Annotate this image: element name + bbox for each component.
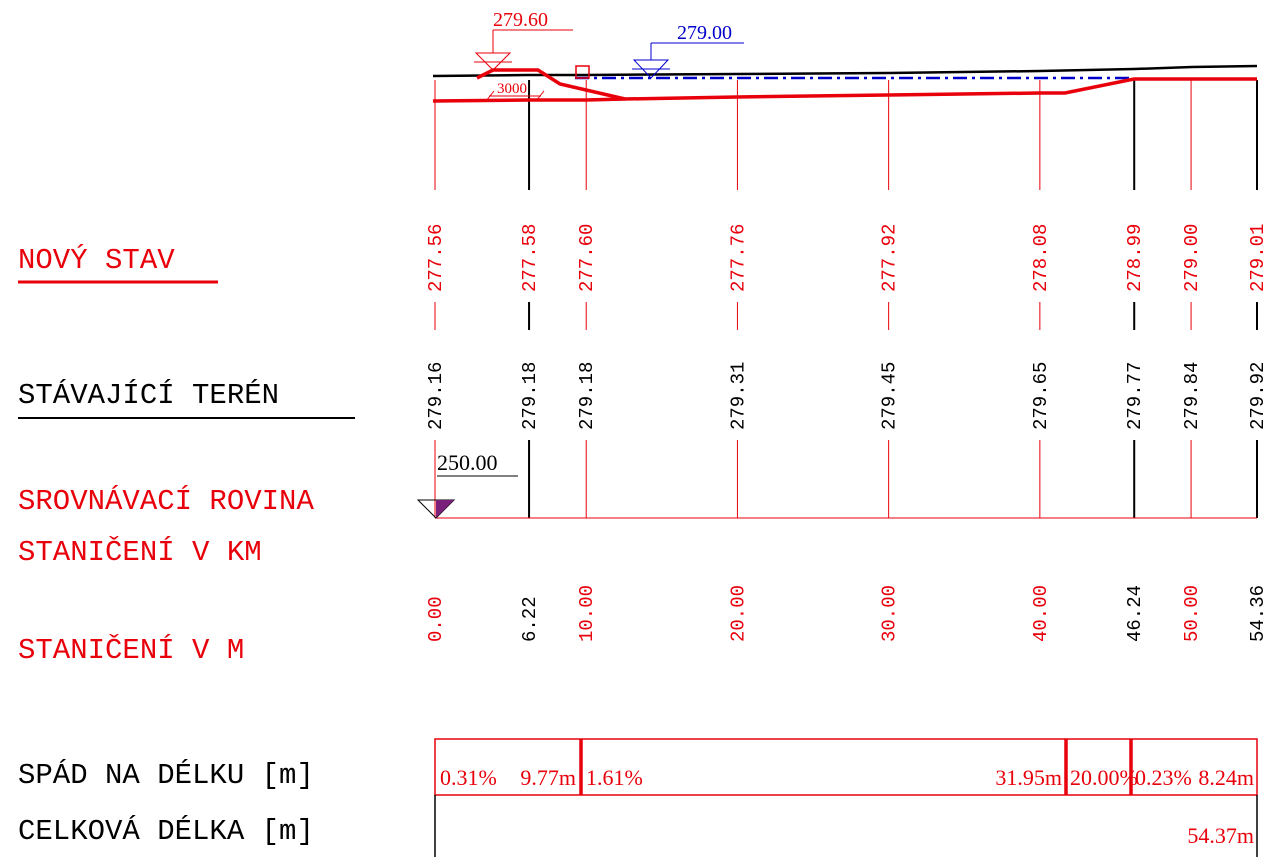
slope-4-length: 8.24m xyxy=(1198,765,1254,790)
station-4-existing-elevation: 279.45 xyxy=(879,362,901,430)
station-5-existing-elevation: 279.65 xyxy=(1030,362,1052,430)
existing-terrain-line xyxy=(432,64,1258,78)
slope-3-value: 20.00% xyxy=(1070,765,1138,790)
station-6-existing-elevation: 279.77 xyxy=(1124,362,1146,430)
dimension-tick-right xyxy=(535,90,545,102)
datum-fill-icon xyxy=(436,500,454,518)
label-total-length: CELKOVÁ DÉLKA [m] xyxy=(18,814,314,848)
station-7-station-m: 50.00 xyxy=(1181,585,1203,642)
station-5-station-m: 40.00 xyxy=(1030,585,1052,642)
water-level-value: 279.00 xyxy=(677,22,732,44)
stations-layer: 277.56 279.16 0.00 277.58 279.18 6.22 277.60 27… xyxy=(425,80,1269,642)
slope-2-length: 31.95m xyxy=(995,765,1062,790)
structure-rect xyxy=(575,65,590,79)
station-4-new-elevation: 277.92 xyxy=(879,224,901,292)
station-4-station-m: 30.00 xyxy=(879,585,901,642)
station-2-existing-elevation: 279.18 xyxy=(576,362,598,430)
station-6-station-m: 46.24 xyxy=(1124,585,1146,642)
station-2-station-m: 10.00 xyxy=(576,585,598,642)
new-state-line xyxy=(432,77,1257,103)
total-length-value: 54.37m xyxy=(1187,823,1254,848)
station-1-new-elevation: 277.58 xyxy=(519,224,541,292)
station-8-new-elevation: 279.01 xyxy=(1247,224,1269,292)
station-3-new-elevation: 277.76 xyxy=(727,224,749,292)
station-0-new-elevation: 277.56 xyxy=(425,224,447,292)
label-slope-length: SPÁD NA DÉLKU [m] xyxy=(18,758,314,792)
label-station-m: STANIČENÍ V M xyxy=(18,633,244,667)
label-existing-terrain: STÁVAJÍCÍ TERÉN xyxy=(18,378,279,412)
station-0-existing-elevation: 279.16 xyxy=(425,362,447,430)
slope-table-frame xyxy=(434,738,1258,796)
station-5-new-elevation: 278.08 xyxy=(1030,224,1052,292)
station-2-new-elevation: 277.60 xyxy=(576,224,598,292)
new-state-berm xyxy=(476,68,626,101)
slope-1-value: 0.31% xyxy=(440,765,497,790)
station-3-station-m: 20.00 xyxy=(727,585,749,642)
station-1-station-m: 6.22 xyxy=(519,596,541,642)
label-station-km: STANIČENÍ V KM xyxy=(18,535,262,569)
dimension-value: 3000 xyxy=(497,81,527,97)
top-level-value: 279.60 xyxy=(493,9,548,31)
station-3-existing-elevation: 279.31 xyxy=(727,362,749,430)
dimension-tick-left xyxy=(485,90,495,102)
slope-4-value: 0.23% xyxy=(1135,765,1192,790)
label-new-state: NOVÝ STAV xyxy=(18,243,175,277)
station-8-station-m: 54.36 xyxy=(1247,585,1269,642)
station-0-station-m: 0.00 xyxy=(425,596,447,642)
station-7-existing-elevation: 279.84 xyxy=(1181,362,1203,430)
datum-value: 250.00 xyxy=(437,450,498,475)
station-7-new-elevation: 279.00 xyxy=(1181,224,1203,292)
station-1-existing-elevation: 279.18 xyxy=(519,362,541,430)
station-8-existing-elevation: 279.92 xyxy=(1247,362,1269,430)
station-6-new-elevation: 278.99 xyxy=(1124,224,1146,292)
slope-1-length: 9.77m xyxy=(520,765,576,790)
slope-2-value: 1.61% xyxy=(586,765,643,790)
label-datum: SROVNÁVACÍ ROVINA xyxy=(18,484,314,518)
